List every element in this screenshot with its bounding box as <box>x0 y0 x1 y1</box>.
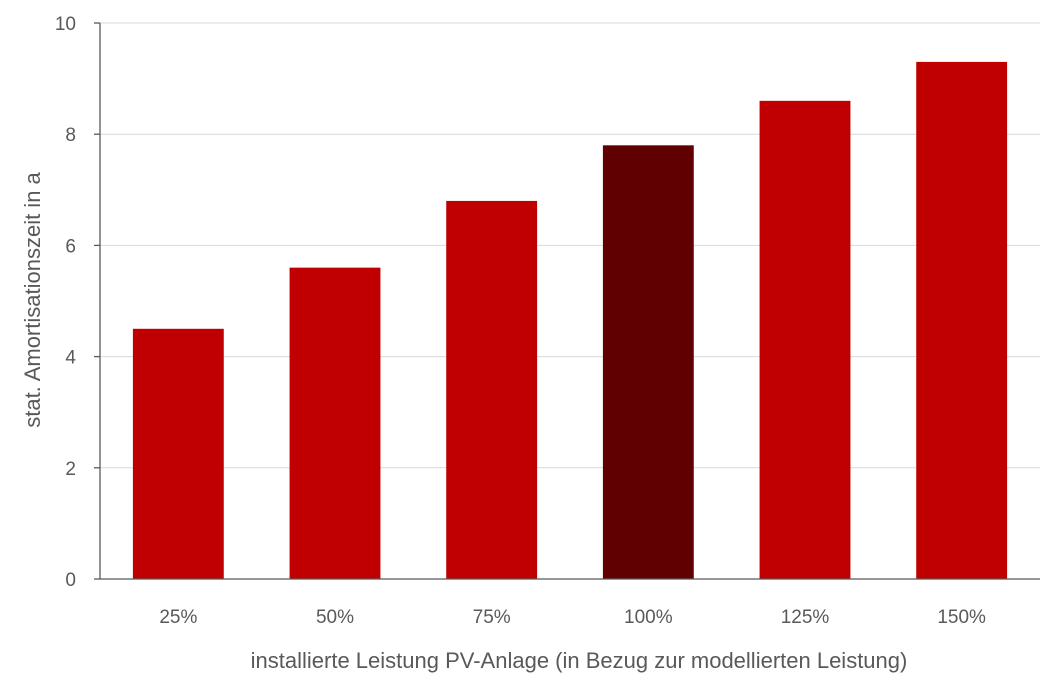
x-axis-title: installierte Leistung PV-Anlage (in Bezu… <box>251 648 908 673</box>
bars <box>132 61 1008 580</box>
y-axis-title: stat. Amortisationszeit in a <box>20 171 45 427</box>
bar-50pct <box>289 267 381 579</box>
bar-125pct <box>759 100 851 579</box>
y-tick-label: 4 <box>65 348 76 369</box>
y-tick-label: 2 <box>65 459 76 480</box>
axes <box>94 22 1040 580</box>
y-tick-label: 10 <box>55 14 76 35</box>
x-tick-label: 150% <box>937 607 986 628</box>
y-tick-label: 8 <box>65 125 76 146</box>
y-tick-labels: 0 2 4 6 8 10 <box>55 14 77 591</box>
x-tick-label: 25% <box>159 607 197 628</box>
bar-75pct <box>446 200 538 580</box>
bar-150pct <box>916 61 1008 580</box>
x-tick-label: 75% <box>473 607 511 628</box>
bar-25pct <box>132 328 224 579</box>
y-tick-label: 0 <box>65 570 76 591</box>
x-tick-labels: 25% 50% 75% 100% 125% 150% <box>159 607 986 628</box>
x-tick-label: 50% <box>316 607 354 628</box>
x-tick-label: 125% <box>781 607 830 628</box>
bar-100pct <box>602 145 694 579</box>
gridlines <box>100 22 1040 469</box>
x-tick-label: 100% <box>624 607 673 628</box>
y-tick-label: 6 <box>65 236 76 257</box>
